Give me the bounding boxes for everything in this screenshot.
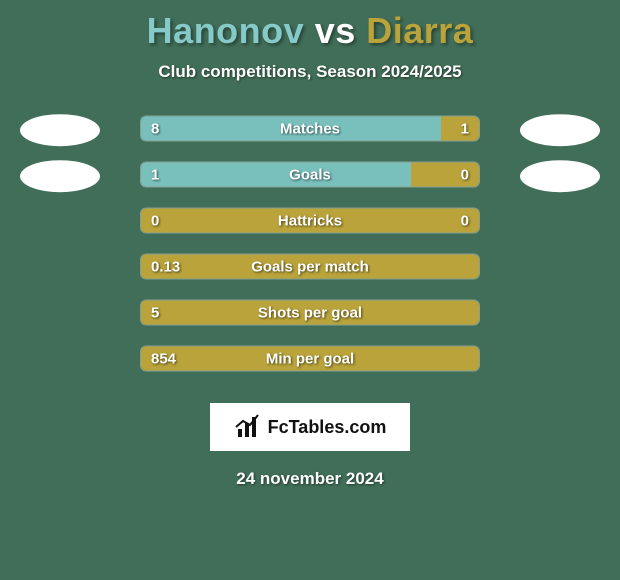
logo-text: FcTables.com — [268, 417, 387, 438]
stat-label: Hattricks — [141, 209, 479, 234]
stat-row: 8Matches1 — [0, 112, 620, 158]
player1-name: Hanonov — [147, 10, 305, 51]
date-text: 24 november 2024 — [0, 469, 620, 489]
stat-bar: 854Min per goal — [140, 346, 480, 372]
stat-label: Min per goal — [141, 347, 479, 372]
avatar-left — [20, 114, 100, 146]
stat-value-right: 0 — [461, 209, 469, 234]
stat-row: 0.13Goals per match — [0, 250, 620, 296]
avatar-right — [520, 160, 600, 192]
logo-chart-icon — [234, 413, 262, 441]
player2-name: Diarra — [366, 10, 473, 51]
stat-label: Goals per match — [141, 255, 479, 280]
stat-row: 0Hattricks0 — [0, 204, 620, 250]
stat-label: Shots per goal — [141, 301, 479, 326]
stat-row: 1Goals0 — [0, 158, 620, 204]
stat-bar: 5Shots per goal — [140, 300, 480, 326]
subtitle: Club competitions, Season 2024/2025 — [0, 62, 620, 82]
comparison-infographic: Hanonov vs Diarra Club competitions, Sea… — [0, 0, 620, 580]
logo-box: FcTables.com — [210, 403, 410, 451]
stat-label: Goals — [141, 163, 479, 188]
avatar-left — [20, 160, 100, 192]
stat-value-right: 0 — [461, 163, 469, 188]
stat-bar: 1Goals0 — [140, 162, 480, 188]
stat-row: 854Min per goal — [0, 342, 620, 388]
stats-section: 8Matches11Goals00Hattricks00.13Goals per… — [0, 112, 620, 388]
vs-text: vs — [315, 10, 356, 51]
stat-value-right: 1 — [461, 117, 469, 142]
avatar-right — [520, 114, 600, 146]
stat-bar: 0Hattricks0 — [140, 208, 480, 234]
stat-bar: 8Matches1 — [140, 116, 480, 142]
stat-label: Matches — [141, 117, 479, 142]
stat-bar: 0.13Goals per match — [140, 254, 480, 280]
stat-row: 5Shots per goal — [0, 296, 620, 342]
title: Hanonov vs Diarra — [0, 0, 620, 52]
